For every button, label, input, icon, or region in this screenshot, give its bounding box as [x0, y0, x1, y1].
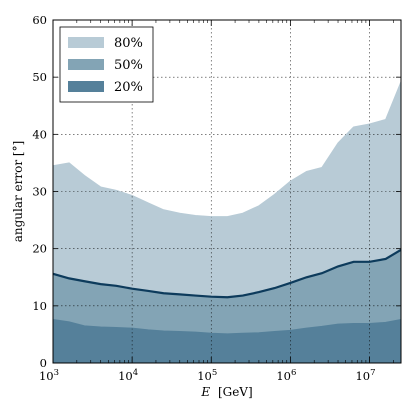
- x-axis-variable: E: [200, 385, 210, 399]
- x-tick-label: 106: [276, 368, 296, 383]
- series-line-1: [52, 81, 402, 218]
- y-tick-label: 30: [32, 185, 47, 199]
- legend-label: 20%: [114, 80, 143, 95]
- legend-label: 80%: [114, 36, 143, 51]
- legend-label: 50%: [114, 58, 143, 73]
- series-line-2: [52, 248, 402, 299]
- line-layer: [52, 81, 402, 335]
- series-line-3: [52, 319, 402, 335]
- y-tick-label: 10: [32, 299, 47, 313]
- area-series-3: [53, 319, 401, 363]
- area-layer: [53, 81, 401, 364]
- x-tick-label: 103: [39, 368, 59, 383]
- y-tick-label: 0: [40, 356, 47, 370]
- x-tick-label: 105: [197, 368, 217, 383]
- tick-layer: 0 10 20 30 40 50 60 103 104 105 106 107: [32, 13, 401, 383]
- y-tick-label: 60: [32, 13, 47, 27]
- y-axis-label: angular error [°]: [11, 141, 25, 243]
- legend-swatch: [68, 59, 104, 70]
- x-tick-label: 107: [355, 368, 375, 383]
- x-axis-unit: [GeV]: [218, 385, 253, 399]
- legend: 80% 50% 20%: [59, 26, 154, 103]
- x-axis-label: E [GeV]: [200, 385, 252, 399]
- y-tick-label: 20: [32, 242, 47, 256]
- legend-swatch: [68, 37, 104, 48]
- y-tick-label: 40: [32, 127, 47, 141]
- legend-swatch: [68, 81, 104, 92]
- x-tick-label: 104: [118, 368, 138, 383]
- y-tick-label: 50: [32, 70, 47, 84]
